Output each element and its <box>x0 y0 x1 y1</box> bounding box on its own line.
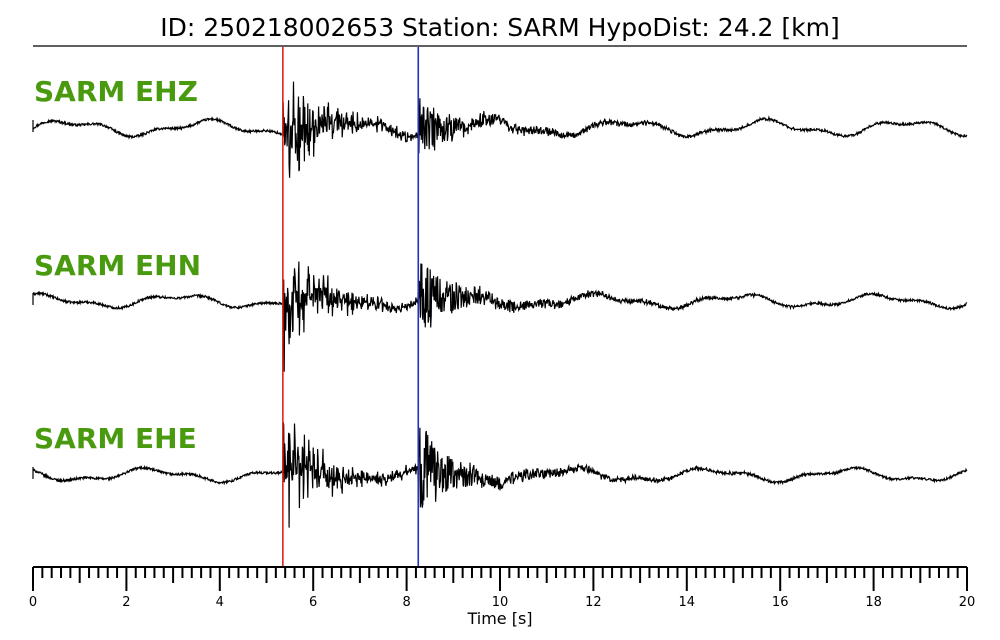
trace-sarm-ehn <box>32 261 968 372</box>
x-tick-label: 4 <box>216 595 224 610</box>
chart-title: ID: 250218002653 Station: SARM HypoDist:… <box>160 13 839 42</box>
x-tick-label: 18 <box>865 595 882 610</box>
x-tick-label: 20 <box>959 595 976 610</box>
x-tick-label: 6 <box>309 595 317 610</box>
trace-sarm-ehz <box>32 81 968 178</box>
x-tick-label: 2 <box>122 595 130 610</box>
x-tick-label: 14 <box>679 595 696 610</box>
channel-label-sarm-ehz: SARM EHZ <box>34 75 198 108</box>
x-tick-label: 10 <box>492 595 509 610</box>
phase-picks <box>282 47 420 567</box>
x-tick-label: 16 <box>772 595 789 610</box>
x-tick-label: 8 <box>402 595 410 610</box>
channel-label-sarm-ehe: SARM EHE <box>34 422 197 455</box>
channel-labels: SARM EHZ SARM EHN SARM EHE <box>34 75 201 455</box>
trace-group <box>32 81 968 528</box>
x-tick-label: 12 <box>585 595 602 610</box>
x-axis: 0 2 4 6 8 10 12 14 16 18 20 <box>29 566 976 610</box>
channel-label-sarm-ehn: SARM EHN <box>34 249 201 282</box>
x-tick-label: 0 <box>29 595 37 610</box>
x-axis-label: Time [s] <box>466 609 532 628</box>
trace-sarm-ehe <box>32 422 968 528</box>
